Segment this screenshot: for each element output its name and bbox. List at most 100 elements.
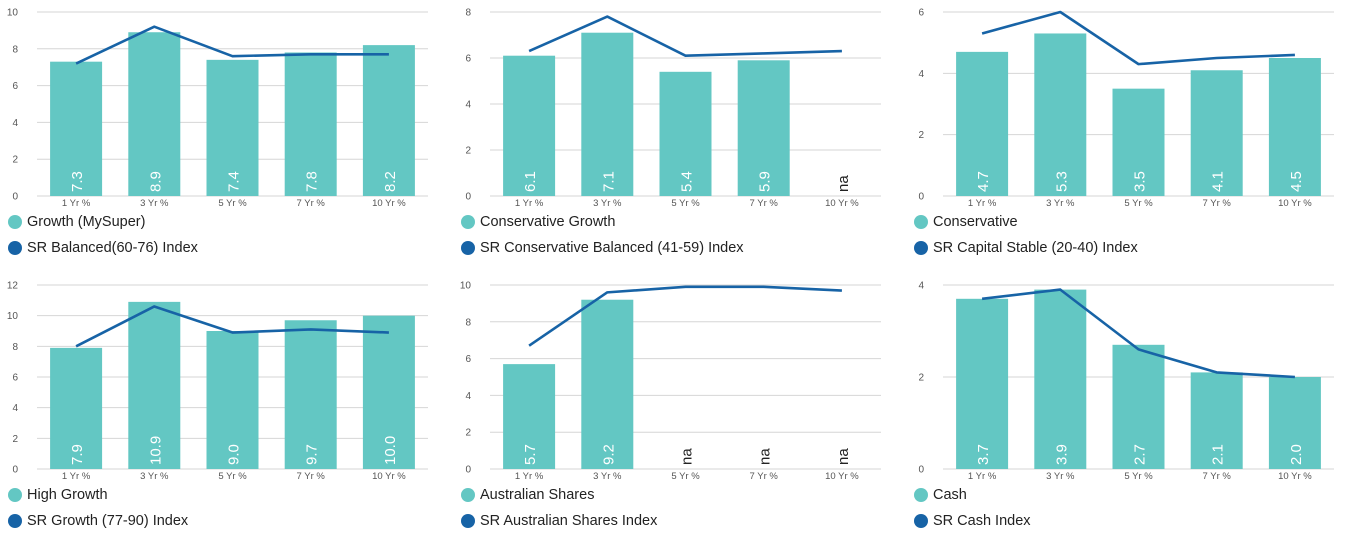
bar-value-label: 5.3 [1053, 171, 1070, 192]
bar [1190, 372, 1243, 469]
y-tick-label: 4 [918, 69, 924, 80]
index-line [75, 25, 389, 65]
x-tick-label: 3 Yr % [140, 198, 169, 209]
x-tick-label: 7 Yr % [1203, 198, 1232, 209]
bar-value-label: 8.9 [147, 171, 164, 192]
index-line [981, 10, 1295, 66]
x-tick-label: 1 Yr % [515, 471, 544, 482]
bar-value-label: 5.9 [757, 171, 774, 192]
y-tick-label: 10 [7, 311, 19, 322]
chart-panel-2: 0 2 4 6 8 6.1 7.1 5.4 5.9 na 1 Yr % 3 Yr % 5 Yr % 7 Y… [453, 0, 906, 273]
bar-value-label: 3.7 [975, 444, 992, 465]
x-tick-label: 1 Yr % [62, 198, 91, 209]
y-tick-label: 6 [465, 54, 471, 65]
x-tick-label: 7 Yr % [1203, 471, 1232, 482]
bar-value-label: 7.3 [69, 171, 86, 192]
x-tick-label: 7 Yr % [297, 198, 326, 209]
x-tick-label: 10 Yr % [1278, 198, 1312, 209]
bar [206, 59, 259, 197]
legend-entry: High Growth [8, 487, 108, 503]
bar-value-label: 5.4 [679, 171, 696, 192]
y-tick-label: 0 [465, 192, 471, 203]
bar-value-label: 7.8 [304, 171, 321, 192]
legend-entry: Conservative [914, 214, 1018, 230]
bar [128, 32, 181, 196]
x-tick-label: 3 Yr % [593, 198, 622, 209]
bar [956, 298, 1009, 469]
bar [1112, 344, 1165, 469]
bar-value-label: 5.7 [522, 444, 539, 465]
legend-entry: SR Conservative Balanced (41-59) Index [461, 240, 744, 256]
legend-entry: SR Capital Stable (20-40) Index [914, 240, 1138, 256]
bar-value-label: 4.7 [975, 171, 992, 192]
bar-value-label: 9.7 [304, 444, 321, 465]
bar [581, 32, 634, 197]
legend-dot-icon [914, 215, 928, 229]
x-tick-label: 10 Yr % [372, 471, 406, 482]
y-tick-label: 6 [12, 81, 18, 92]
bar [956, 51, 1009, 196]
legend-entry: SR Balanced(60-76) Index [8, 240, 198, 256]
y-tick-label: 2 [465, 146, 471, 157]
bar-value-label: 7.1 [600, 171, 617, 192]
bar-value-label: na [835, 175, 852, 192]
bar [1268, 58, 1321, 196]
bar [1034, 33, 1087, 196]
x-tick-label: 3 Yr % [1046, 198, 1075, 209]
legend-entry: Growth (MySuper) [8, 214, 145, 230]
bar [284, 320, 337, 469]
legend-label: Australian Shares [480, 487, 595, 503]
bar-value-label: na [757, 448, 774, 465]
bar [581, 299, 634, 469]
y-tick-label: 4 [12, 403, 18, 414]
y-tick-label: 0 [12, 192, 18, 203]
x-tick-label: 5 Yr % [218, 471, 247, 482]
y-tick-label: 12 [7, 281, 19, 292]
x-tick-label: 5 Yr % [671, 198, 700, 209]
y-tick-label: 0 [465, 465, 471, 476]
legend-dot-icon [914, 241, 928, 255]
index-line [528, 15, 842, 58]
legend-dot-icon [8, 488, 22, 502]
bar-value-label: 3.5 [1132, 171, 1149, 192]
legend-label: Conservative [933, 214, 1018, 230]
bar [362, 45, 415, 197]
index-line [528, 285, 842, 347]
x-tick-label: 1 Yr % [968, 471, 997, 482]
x-tick-label: 10 Yr % [1278, 471, 1312, 482]
chart-panel-1: 0 2 4 6 8 10 7.3 8.9 7.4 7.8 8.2 1 Yr % 3 Yr % 5 Yr %… [0, 0, 453, 273]
legend-label: SR Australian Shares Index [480, 513, 658, 529]
y-tick-label: 4 [465, 100, 471, 111]
bar-value-label: na [679, 448, 696, 465]
legend-dot-icon [461, 241, 475, 255]
legend-label: Cash [933, 487, 967, 503]
chart-panel-4: 0 2 4 6 8 10 12 7.9 10.9 9.0 9.7 10.0 1 Yr % 3 Yr % 5 … [0, 273, 453, 546]
x-tick-label: 3 Yr % [1046, 471, 1075, 482]
x-tick-label: 1 Yr % [62, 471, 91, 482]
y-tick-label: 2 [465, 428, 471, 439]
x-tick-label: 5 Yr % [671, 471, 700, 482]
legend-entry: SR Australian Shares Index [461, 513, 657, 529]
chart-svg: 0 2 4 6 8 10 7.3 8.9 7.4 7.8 8.2 1 Yr % 3 Yr % 5 Yr %… [7, 8, 428, 209]
chart-panel-5: 0 2 4 6 8 10 5.7 9.2 na na na 1 Yr % 3 Yr % 5 Yr % 7 Y… [453, 273, 906, 546]
legend-entry: SR Growth (77-90) Index [8, 513, 188, 529]
legend-entry: Conservative Growth [461, 214, 615, 230]
y-tick-label: 4 [12, 118, 18, 129]
legend-label: Growth (MySuper) [27, 214, 146, 230]
y-tick-label: 4 [465, 391, 471, 402]
bar-value-label: na [835, 448, 852, 465]
chart-svg: 0 2 4 3.7 3.9 2.7 2.1 2.0 1 Yr % 3 Yr % 5 Yr % 7 Yr… [918, 281, 1334, 482]
bar [362, 315, 415, 469]
y-tick-label: 0 [918, 192, 924, 203]
y-tick-label: 2 [918, 373, 924, 384]
bar [206, 331, 259, 469]
chart-svg: 0 2 4 6 8 10 12 7.9 10.9 9.0 9.7 10.0 1 Yr % 3 Yr % 5 … [7, 281, 428, 482]
x-tick-label: 7 Yr % [750, 471, 779, 482]
y-tick-label: 10 [7, 8, 19, 19]
bar [737, 60, 790, 196]
bar-value-label: 7.4 [226, 171, 243, 192]
x-tick-label: 1 Yr % [968, 198, 997, 209]
legend-entry: Australian Shares [461, 487, 594, 503]
y-tick-label: 10 [460, 281, 472, 292]
bar-value-label: 10.9 [147, 436, 164, 465]
